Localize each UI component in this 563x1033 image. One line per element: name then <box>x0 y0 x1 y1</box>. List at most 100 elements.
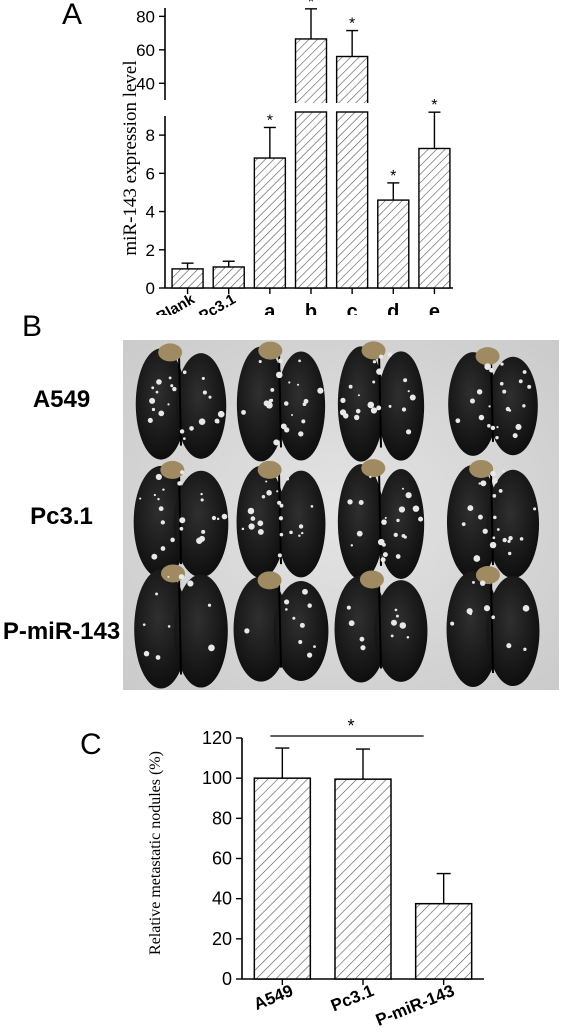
lung-lobe-left <box>446 571 500 687</box>
lung-lobe-left <box>134 569 188 689</box>
metastatic-nodule <box>496 528 500 531</box>
lung-fissure <box>278 582 282 668</box>
trachea-stump <box>469 459 494 478</box>
lung-lobe-left <box>446 464 500 580</box>
trachea-stump <box>258 341 283 360</box>
metastatic-nodule <box>155 592 159 596</box>
metastatic-nodule <box>273 439 280 446</box>
y-tick-label: 40 <box>136 74 155 93</box>
x-tick-label: e <box>429 301 440 315</box>
metastatic-nodule <box>395 554 401 559</box>
significance-star: * <box>347 716 354 736</box>
metastatic-nodule <box>158 506 164 512</box>
metastatic-nodule <box>241 527 245 531</box>
bar <box>418 147 451 289</box>
metastatic-nodule <box>401 487 405 490</box>
metastatic-nodule <box>418 516 424 522</box>
metastatic-nodule <box>143 650 150 657</box>
x-tick-label: a <box>264 301 276 315</box>
metastatic-nodule <box>292 616 296 620</box>
significance-star: * <box>431 97 437 114</box>
metastatic-nodule <box>490 470 496 477</box>
metastatic-nodule <box>208 395 212 399</box>
trachea-stump <box>257 460 282 479</box>
trachea-stump <box>359 570 384 589</box>
metastatic-nodule <box>356 530 363 537</box>
y-tick-label: 120 <box>202 728 232 748</box>
metastatic-nodule <box>502 537 507 543</box>
metastatic-nodule <box>153 493 156 497</box>
lung-lobe-left <box>448 352 498 456</box>
metastatic-nodule <box>200 498 204 502</box>
metastatic-nodule <box>283 599 290 605</box>
metastatic-nodule <box>258 359 262 364</box>
metastatic-nodule <box>508 535 513 541</box>
panel-a-letter: A <box>62 0 83 31</box>
metastatic-nodule <box>403 378 408 383</box>
lung-lobe-right <box>276 351 326 461</box>
lung-specimen <box>446 459 540 580</box>
metastatic-nodule <box>167 625 171 628</box>
y-tick-label: 60 <box>136 41 155 60</box>
lung-fissure <box>378 581 382 669</box>
lung-specimen <box>236 460 326 579</box>
metastatic-nodule <box>201 376 205 380</box>
row-label-a549: A549 <box>32 386 91 413</box>
lung-specimen <box>446 566 540 687</box>
bar-lower <box>294 111 328 289</box>
metastatic-nodule <box>461 522 466 527</box>
metastatic-nodule <box>478 414 485 421</box>
metastatic-nodule <box>151 553 158 560</box>
metastatic-nodule <box>350 544 354 547</box>
x-tick-label: A549 <box>251 981 296 1014</box>
metastatic-nodule <box>493 515 497 520</box>
metastatic-nodule <box>283 401 289 406</box>
bar-lower <box>335 111 369 289</box>
bar <box>212 266 245 289</box>
trachea-stump <box>475 566 500 585</box>
metastatic-nodule <box>512 433 518 439</box>
lung-lobe-right <box>486 575 540 687</box>
metastatic-nodule <box>200 492 203 496</box>
metastatic-nodule <box>340 397 346 403</box>
metastatic-nodule <box>492 536 496 540</box>
metastatic-nodule <box>398 506 406 513</box>
metastatic-nodule <box>515 423 522 431</box>
significance-star: * <box>308 0 314 11</box>
panel-b-letter: B <box>22 310 43 343</box>
lung-lobe-right <box>486 469 540 579</box>
metastatic-nodule <box>167 403 170 406</box>
significance-star: * <box>267 112 273 129</box>
lung-photo <box>123 340 559 690</box>
metastatic-nodule <box>490 425 496 431</box>
metastatic-nodule <box>177 481 182 486</box>
metastatic-nodule <box>491 478 498 484</box>
y-tick-label: 0 <box>222 969 232 989</box>
metastatic-nodule <box>265 480 268 483</box>
lung-fissure <box>378 470 382 566</box>
metastatic-nodule <box>484 363 491 370</box>
metastatic-nodule <box>151 407 156 412</box>
trachea-stump <box>160 460 185 479</box>
metastatic-nodule <box>299 622 305 628</box>
y-tick-label: 4 <box>146 203 155 222</box>
metastatic-nodule <box>147 417 153 423</box>
metastatic-nodule <box>142 623 146 627</box>
bar <box>253 157 287 289</box>
metastatic-nodule <box>455 418 461 424</box>
metastatic-nodule <box>170 384 174 388</box>
metastatic-nodule <box>492 494 497 498</box>
metastatic-nodule <box>355 408 361 414</box>
metastatic-nodule <box>395 614 399 618</box>
metastatic-nodule <box>376 405 382 411</box>
axis-break <box>292 103 330 111</box>
row-label-p-mir-143: P-miR-143 <box>2 618 121 645</box>
metastatic-nodule <box>489 367 494 373</box>
lung-specimen <box>134 564 228 689</box>
metastatic-nodule <box>307 603 312 608</box>
bar-upper <box>335 55 369 105</box>
x-tick-label: c <box>347 301 358 315</box>
bar <box>414 902 473 980</box>
metastatic-nodule <box>480 480 487 487</box>
metastatic-nodule <box>149 397 156 404</box>
